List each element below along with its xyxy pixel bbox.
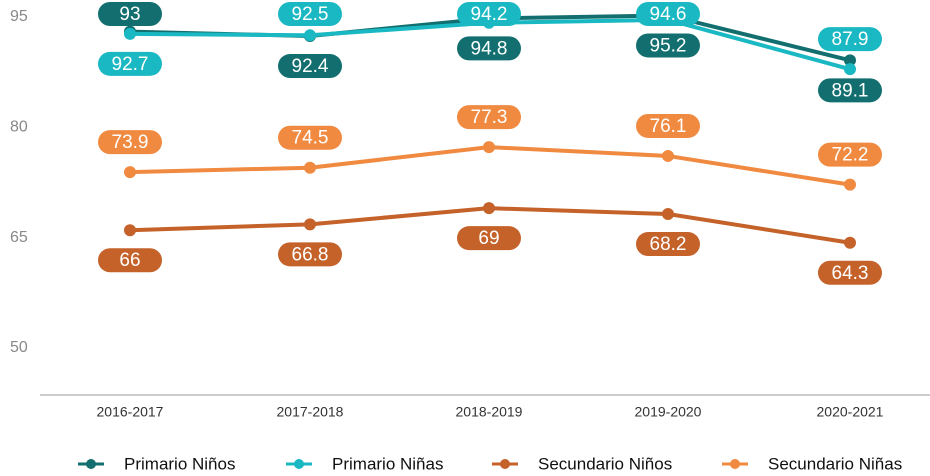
legend-dot	[730, 459, 740, 469]
y-tick-label: 50	[10, 339, 28, 356]
y-tick-label: 80	[10, 118, 28, 135]
label-bg	[818, 142, 882, 167]
point	[662, 149, 674, 162]
x-tick-label: 2018-2019	[456, 404, 523, 420]
data-label: 92.5	[292, 4, 329, 25]
label-bg	[457, 105, 521, 130]
data-label: 94.6	[650, 4, 687, 25]
point	[483, 202, 495, 215]
point	[124, 27, 136, 40]
data-label: 72.2	[832, 145, 869, 166]
legend-label: Primario Niñas	[332, 454, 443, 473]
label-bg	[818, 78, 882, 103]
label-bg	[278, 54, 342, 79]
data-label: 95.2	[650, 35, 687, 56]
point	[124, 224, 136, 237]
legend-dot	[500, 459, 510, 469]
legend-dot	[294, 459, 304, 469]
data-label: 92.4	[292, 56, 329, 77]
label-bg	[457, 2, 521, 26]
label-bg	[636, 232, 700, 257]
label-bg	[278, 125, 342, 150]
data-label: 68.2	[650, 234, 687, 255]
data-label: 64.3	[832, 263, 869, 284]
data-label: 69	[478, 228, 499, 249]
data-label: 94.8	[471, 38, 508, 59]
point	[844, 178, 856, 191]
x-tick-label: 2020-2021	[817, 404, 884, 420]
data-label: 92.7	[112, 54, 149, 75]
label-bg	[636, 2, 700, 26]
point	[662, 208, 674, 221]
x-tick-label: 2017-2018	[277, 404, 344, 420]
y-tick-label: 65	[10, 229, 28, 246]
data-label: 76.1	[650, 116, 687, 137]
point	[483, 141, 495, 154]
x-tick-label: 2016-2017	[97, 404, 164, 420]
data-label: 73.9	[112, 132, 149, 153]
point	[304, 29, 316, 42]
data-label: 94.2	[471, 4, 508, 25]
data-label: 66	[119, 250, 140, 271]
point	[844, 236, 856, 249]
label-bg	[98, 51, 162, 76]
point	[844, 63, 856, 76]
label-bg	[457, 226, 521, 251]
legend-label: Secundario Niños	[538, 454, 672, 473]
point	[304, 218, 316, 231]
data-label: 89.1	[832, 80, 869, 101]
label-bg	[818, 27, 882, 52]
data-label: 87.9	[832, 29, 869, 50]
data-label: 77.3	[471, 107, 508, 128]
x-tick-label: 2019-2020	[635, 404, 702, 420]
label-bg	[98, 248, 162, 273]
legend-label: Secundario Niñas	[768, 454, 902, 473]
label-bg	[98, 130, 162, 155]
label-bg	[457, 36, 521, 61]
point	[124, 166, 136, 179]
data-label: 74.5	[292, 128, 329, 149]
label-bg	[636, 113, 700, 138]
data-label: 93	[119, 4, 140, 25]
label-bg	[636, 33, 700, 58]
label-bg	[98, 2, 162, 26]
point	[844, 54, 856, 67]
point	[304, 161, 316, 174]
legend-label: Primario Niños	[124, 454, 235, 473]
label-bg	[278, 2, 342, 26]
legend-dot	[86, 459, 96, 469]
y-tick-label: 95	[10, 8, 28, 25]
data-label: 66.8	[292, 244, 329, 265]
label-bg	[278, 242, 342, 267]
label-bg	[818, 260, 882, 285]
